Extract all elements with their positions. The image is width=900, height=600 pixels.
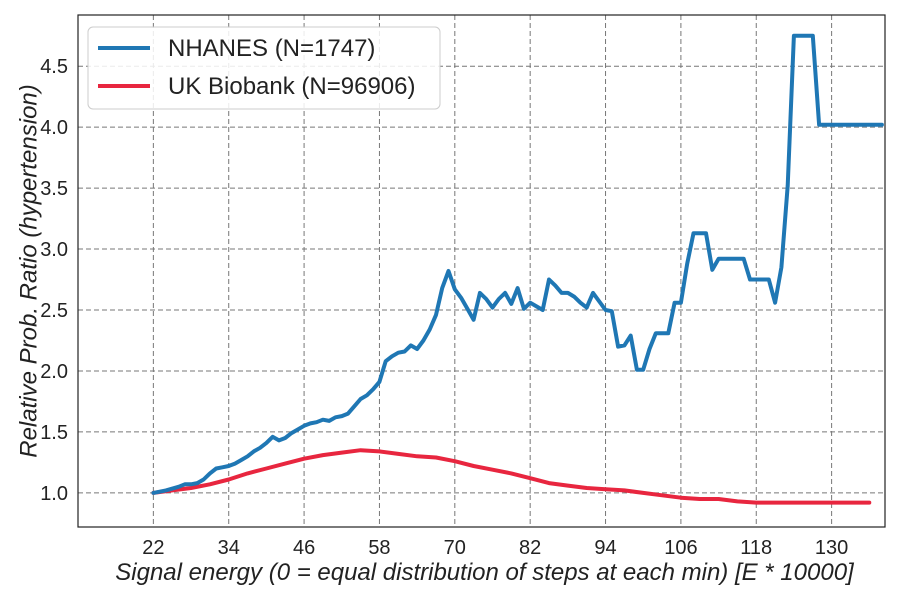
- y-tick-label: 2.0: [40, 361, 68, 383]
- series-layer: [151, 33, 884, 505]
- x-tick-label: 34: [218, 537, 240, 559]
- y-tick-label: 1.0: [40, 483, 68, 505]
- plot-area-frame: [77, 14, 886, 528]
- x-axis: 22 34 46 58 70 82 94 106 118 130: [142, 537, 848, 559]
- x-tick-label: 22: [142, 537, 164, 559]
- y-tick-label: 2.5: [40, 300, 68, 322]
- y-tick-label: 4.0: [40, 117, 68, 139]
- y-tick-label: 1.5: [40, 422, 68, 444]
- legend-label-uk-biobank: UK Biobank (N=96906): [168, 73, 415, 100]
- legend: NHANES (N=1747) UK Biobank (N=96906): [87, 26, 441, 110]
- legend-label-nhanes: NHANES (N=1747): [168, 35, 375, 62]
- x-tick-label: 118: [740, 537, 772, 559]
- y-tick-label: 3.0: [40, 239, 68, 261]
- y-axis-title: Relative Prob. Ratio (hypertension): [15, 84, 42, 458]
- x-tick-label: 82: [519, 537, 541, 559]
- series-line-uk-biobank: [151, 448, 872, 505]
- x-tick-label: 46: [293, 537, 315, 559]
- x-tick-label: 70: [444, 537, 466, 559]
- legend-box: [87, 26, 441, 110]
- series-line-nhanes: [151, 33, 884, 495]
- x-tick-label: 106: [664, 537, 697, 559]
- grid: [78, 15, 885, 527]
- x-axis-title: Signal energy (0 = equal distribution of…: [115, 559, 855, 586]
- x-tick-label: 130: [815, 537, 848, 559]
- y-tick-label: 4.5: [40, 56, 68, 78]
- x-tick-label: 94: [594, 537, 616, 559]
- y-axis: 1.0 1.5 2.0 2.5 3.0 3.5 4.0 4.5: [40, 56, 68, 505]
- x-tick-label: 58: [368, 537, 390, 559]
- y-tick-label: 3.5: [40, 178, 68, 200]
